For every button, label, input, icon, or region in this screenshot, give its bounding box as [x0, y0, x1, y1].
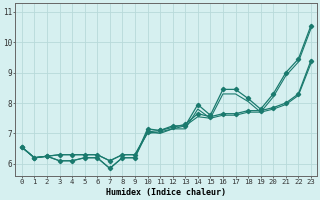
X-axis label: Humidex (Indice chaleur): Humidex (Indice chaleur): [106, 188, 226, 197]
